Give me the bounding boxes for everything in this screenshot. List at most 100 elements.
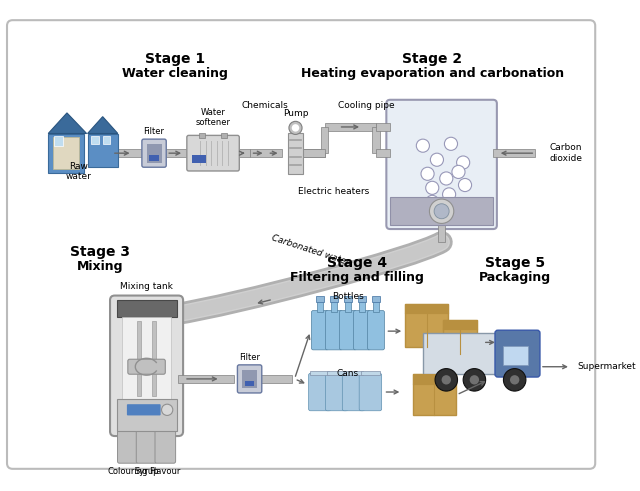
Text: Pump: Pump: [283, 109, 308, 118]
Bar: [152, 321, 156, 396]
Bar: [405, 304, 448, 313]
Bar: [438, 225, 445, 242]
Circle shape: [470, 375, 479, 384]
Bar: [331, 301, 337, 312]
FancyBboxPatch shape: [187, 136, 239, 171]
Bar: [493, 149, 535, 157]
Bar: [359, 301, 365, 312]
Bar: [330, 297, 338, 302]
Bar: [373, 301, 379, 312]
Circle shape: [161, 404, 173, 415]
Bar: [390, 197, 493, 225]
Circle shape: [430, 153, 444, 166]
Bar: [199, 133, 205, 138]
FancyBboxPatch shape: [342, 373, 365, 411]
Circle shape: [444, 137, 458, 150]
FancyBboxPatch shape: [142, 139, 166, 167]
Text: Carbon
dioxide: Carbon dioxide: [549, 143, 582, 163]
Bar: [88, 134, 118, 167]
Bar: [423, 333, 498, 374]
Text: Stage 1: Stage 1: [145, 52, 205, 66]
Bar: [303, 149, 324, 157]
FancyBboxPatch shape: [367, 310, 385, 350]
Circle shape: [426, 181, 439, 194]
Bar: [102, 136, 110, 144]
Bar: [92, 136, 99, 144]
Text: Raw
water: Raw water: [65, 162, 91, 181]
Text: Colouring: Colouring: [108, 467, 148, 476]
Text: Mixing: Mixing: [77, 260, 123, 273]
Text: Mixing tank: Mixing tank: [120, 282, 173, 291]
Circle shape: [456, 156, 470, 169]
Bar: [250, 149, 282, 157]
Bar: [405, 304, 448, 347]
Circle shape: [504, 369, 526, 391]
Text: Water
softener: Water softener: [196, 108, 230, 127]
Text: Water cleaning: Water cleaning: [122, 67, 228, 81]
Bar: [321, 127, 328, 153]
Text: Packaging: Packaging: [479, 272, 551, 284]
Bar: [310, 371, 329, 375]
Circle shape: [292, 124, 300, 132]
Circle shape: [510, 375, 519, 384]
Text: Filter: Filter: [143, 128, 164, 136]
Bar: [317, 301, 323, 312]
Text: Chemicals: Chemicals: [241, 101, 288, 110]
Bar: [413, 374, 456, 415]
Circle shape: [442, 188, 456, 201]
Bar: [376, 149, 390, 157]
FancyBboxPatch shape: [312, 310, 328, 350]
Bar: [327, 371, 346, 375]
Circle shape: [458, 178, 472, 191]
Circle shape: [426, 195, 439, 209]
FancyBboxPatch shape: [127, 404, 161, 415]
Bar: [242, 370, 257, 388]
Bar: [344, 371, 363, 375]
Bar: [288, 133, 303, 174]
Bar: [372, 127, 380, 153]
Bar: [444, 320, 477, 329]
Bar: [358, 297, 365, 302]
Bar: [345, 301, 351, 312]
Text: Electric heaters: Electric heaters: [298, 188, 369, 196]
Text: Flavour: Flavour: [150, 467, 181, 476]
Bar: [108, 149, 144, 157]
Polygon shape: [88, 117, 118, 134]
FancyBboxPatch shape: [359, 373, 381, 411]
Circle shape: [440, 172, 453, 185]
Bar: [372, 297, 380, 302]
Bar: [324, 123, 376, 131]
Bar: [376, 123, 390, 131]
Circle shape: [442, 375, 451, 384]
Bar: [316, 297, 324, 302]
FancyBboxPatch shape: [7, 20, 595, 469]
Text: Filtering and filling: Filtering and filling: [291, 272, 424, 284]
FancyBboxPatch shape: [353, 310, 371, 350]
Bar: [260, 375, 292, 382]
Text: Filter: Filter: [239, 353, 260, 362]
Text: Heating evaporation and carbonation: Heating evaporation and carbonation: [301, 67, 564, 81]
Circle shape: [289, 121, 302, 135]
Circle shape: [434, 204, 449, 219]
FancyBboxPatch shape: [326, 373, 348, 411]
Circle shape: [421, 167, 434, 180]
Circle shape: [452, 165, 465, 178]
Text: Carbonated water: Carbonated water: [271, 234, 351, 268]
Bar: [303, 149, 324, 157]
Bar: [116, 300, 177, 317]
Circle shape: [435, 369, 458, 391]
FancyBboxPatch shape: [118, 430, 138, 463]
Bar: [147, 144, 161, 163]
FancyBboxPatch shape: [136, 430, 157, 463]
FancyBboxPatch shape: [237, 365, 262, 393]
Polygon shape: [48, 113, 86, 134]
Circle shape: [416, 139, 429, 152]
Bar: [237, 149, 250, 157]
FancyBboxPatch shape: [387, 100, 497, 229]
Text: Syrup: Syrup: [134, 467, 159, 476]
Text: Stage 5: Stage 5: [484, 256, 545, 271]
FancyBboxPatch shape: [110, 296, 183, 436]
Bar: [54, 136, 63, 146]
FancyBboxPatch shape: [339, 310, 356, 350]
Bar: [116, 399, 177, 432]
